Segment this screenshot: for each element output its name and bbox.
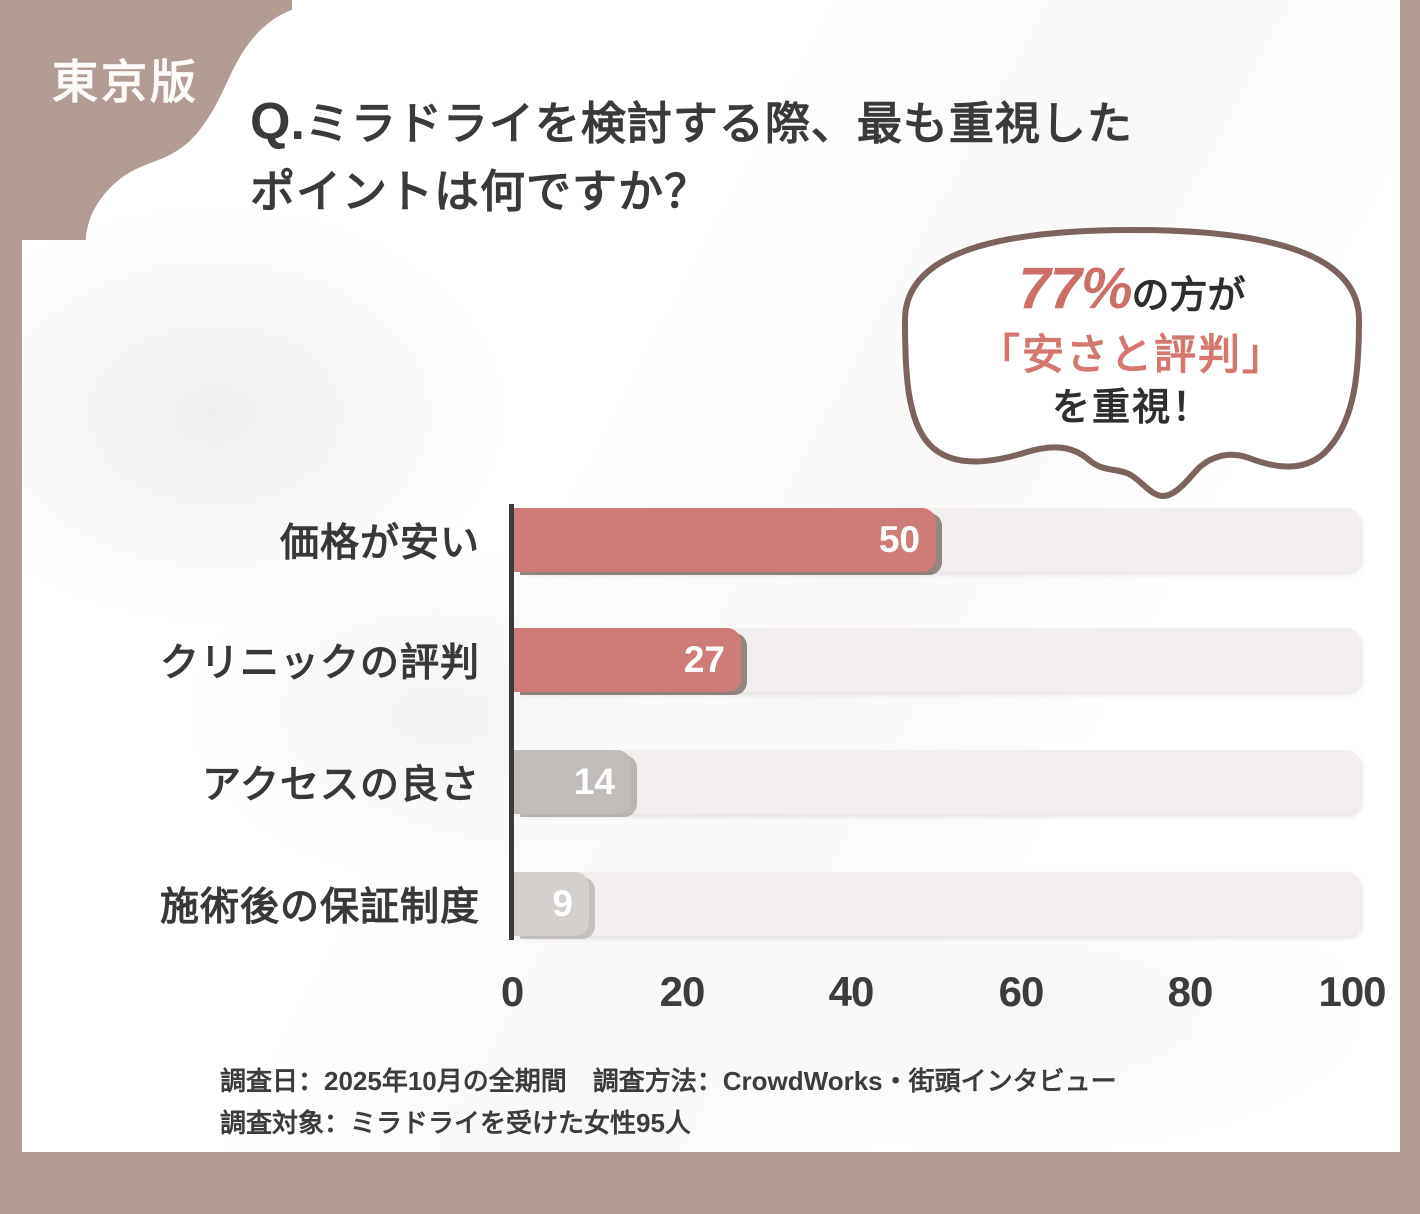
- bar-1: 27: [512, 628, 741, 692]
- survey-footnote: 調査日：2025年10月の全期間 調査方法：CrowdWorks・街頭インタビュ…: [220, 1060, 1117, 1144]
- category-label-1: クリニックの評判: [159, 642, 480, 685]
- bar-track-0: 50: [512, 508, 1360, 572]
- title-line-2: ポイントは何ですか？: [250, 165, 711, 217]
- title-line-1: ミラドライを検討する際、最も重視した: [304, 98, 1133, 149]
- bar-value-0: 50: [878, 519, 920, 560]
- bar-track-2: 14: [512, 750, 1360, 814]
- x-tick-80: 80: [1167, 968, 1214, 1015]
- bar-track-1: 27: [512, 628, 1360, 692]
- y-axis-line: [509, 504, 514, 940]
- bar-value-2: 14: [573, 761, 615, 802]
- bar-3: 9: [512, 872, 589, 936]
- callout-bubble-shape: [902, 227, 1362, 499]
- corner-blob-shape: [22, 0, 292, 240]
- category-label-0: 価格が安い: [279, 522, 480, 565]
- bar-chart: 価格が安い 50 クリニックの評判 27 アクセスの良さ: [22, 0, 1400, 1152]
- content-card: 東京版 Q.ミラドライを検討する際、最も重視した ポイントは何ですか？ 77%の…: [22, 0, 1400, 1152]
- page-title: Q.ミラドライを検討する際、最も重視した ポイントは何ですか？: [250, 86, 1390, 224]
- callout-bubble: 77%の方が 「安さと評判」 を重視！: [877, 222, 1387, 522]
- x-tick-100: 100: [1318, 968, 1386, 1015]
- x-tick-40: 40: [828, 968, 875, 1015]
- x-axis-ticks: 0 20 40 60 80 100: [22, 968, 1400, 1026]
- chart-row: クリニックの評判 27: [22, 628, 1400, 692]
- category-label-2: アクセスの良さ: [201, 764, 480, 807]
- title-q-prefix: Q.: [250, 93, 305, 151]
- bar-0: 50: [512, 508, 936, 572]
- chart-row: 施術後の保証制度 9: [22, 872, 1400, 936]
- x-tick-0: 0: [500, 968, 524, 1015]
- x-tick-20: 20: [659, 968, 706, 1015]
- bar-track-3: 9: [512, 872, 1360, 936]
- bar-2: 14: [512, 750, 631, 814]
- bar-value-1: 27: [683, 639, 725, 680]
- callout-line1-rest: の方が: [1131, 275, 1246, 317]
- edition-badge-label: 東京版: [52, 56, 199, 108]
- chart-row: 価格が安い 50: [22, 508, 1400, 572]
- category-label-3: 施術後の保証制度: [159, 886, 480, 929]
- bar-value-3: 9: [552, 883, 573, 924]
- x-tick-60: 60: [998, 968, 1045, 1015]
- footnote-line-1: 調査日：2025年10月の全期間 調査方法：CrowdWorks・街頭インタビュ…: [220, 1066, 1117, 1096]
- chart-row: アクセスの良さ 14: [22, 750, 1400, 814]
- callout-line2: 「安さと評判」: [977, 331, 1286, 379]
- callout-percent: 77%: [1018, 256, 1132, 321]
- callout-text: 77%の方が 「安さと評判」 を重視！: [877, 250, 1387, 434]
- callout-line3: を重視！: [1051, 386, 1212, 429]
- footnote-line-2: 調査対象：ミラドライを受けた女性95人: [220, 1108, 691, 1139]
